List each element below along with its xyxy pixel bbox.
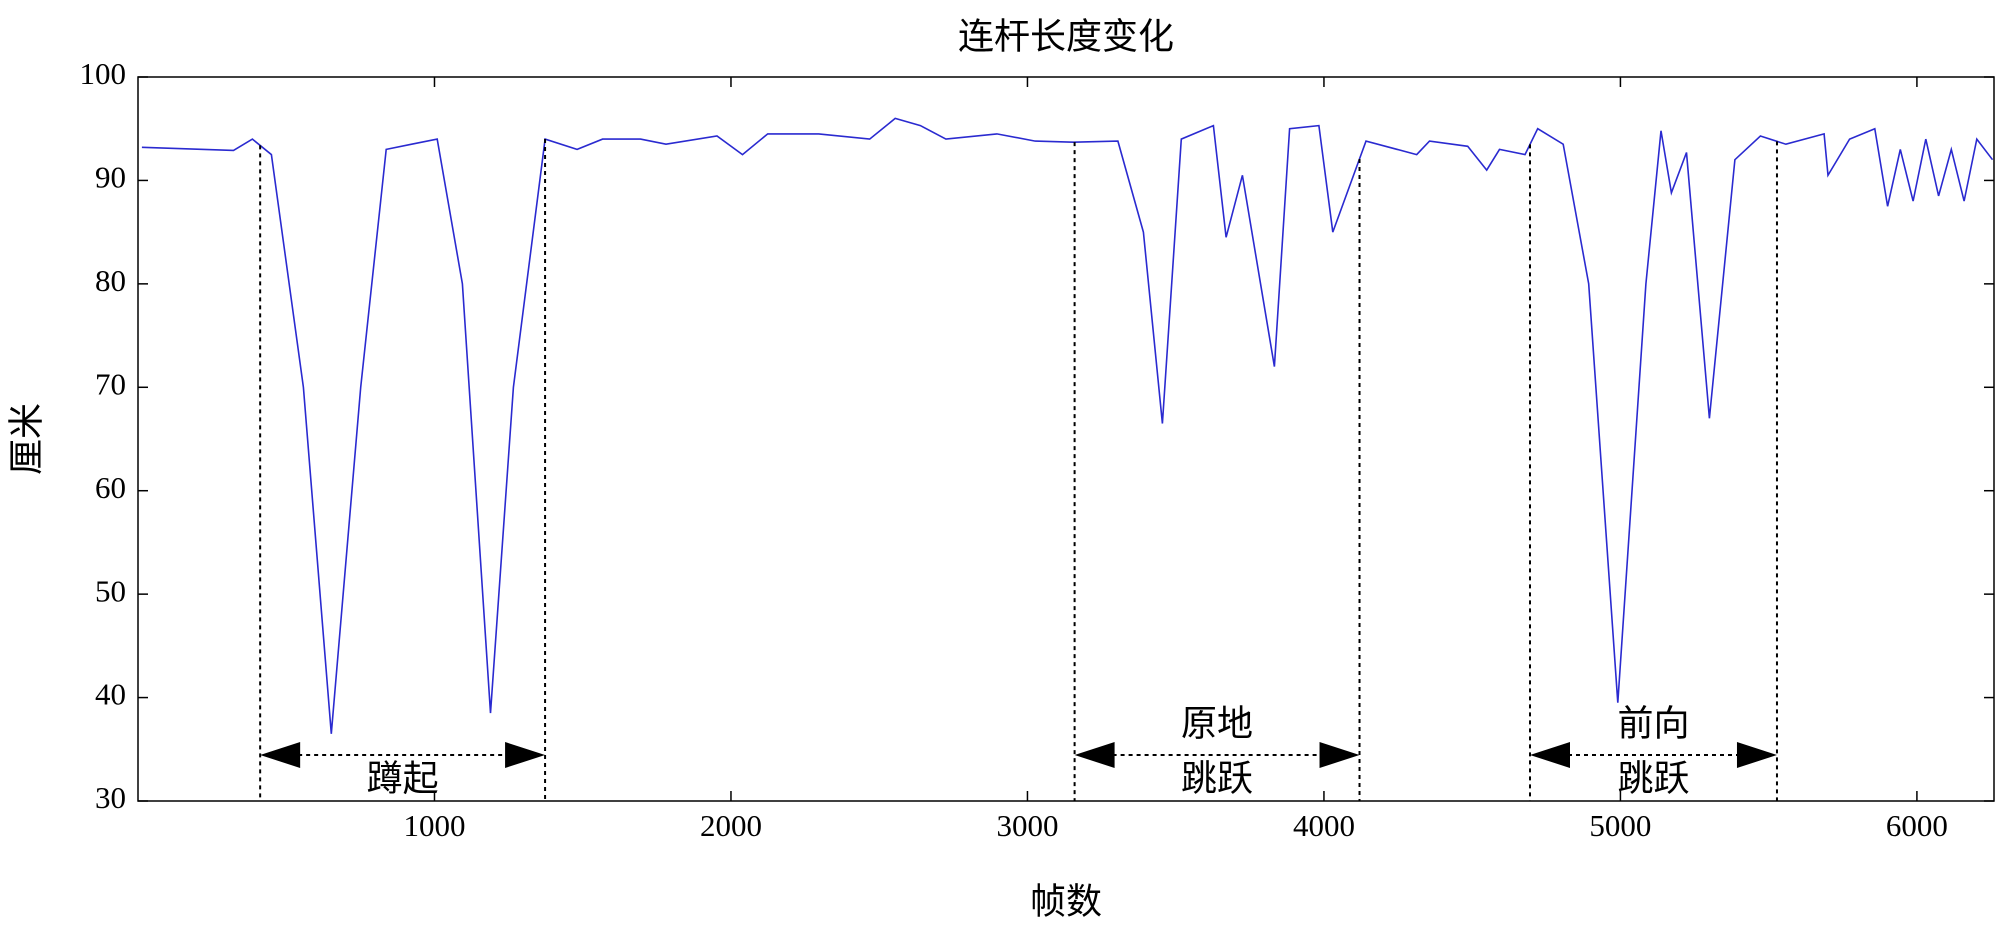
annotation-label: 跳跃	[1181, 758, 1253, 798]
x-axis-label: 帧数	[1030, 881, 1102, 921]
y-tick-label: 40	[95, 677, 126, 712]
chart-title: 连杆长度变化	[958, 16, 1174, 56]
x-tick-label: 6000	[1886, 808, 1948, 843]
arrow-head	[260, 742, 301, 768]
y-tick-label: 50	[95, 573, 126, 608]
y-tick-label: 70	[95, 366, 126, 401]
x-tick-label: 1000	[403, 808, 465, 843]
y-tick-label: 30	[95, 780, 126, 815]
annotation-label: 蹲起	[367, 758, 439, 798]
arrow-head	[1530, 742, 1570, 768]
arrow-head	[1736, 742, 1777, 768]
y-tick-label: 100	[80, 56, 127, 91]
y-axis-label: 厘米	[6, 403, 46, 475]
y-tick-label: 90	[95, 160, 126, 195]
arrow-head	[1074, 742, 1115, 768]
x-tick-label: 3000	[996, 808, 1058, 843]
annotation-label: 原地	[1181, 703, 1253, 743]
x-tick-label: 4000	[1293, 808, 1355, 843]
arrow-head	[1319, 742, 1360, 768]
annotation-label: 跳跃	[1617, 758, 1689, 798]
y-tick-label: 60	[95, 470, 126, 505]
data-line	[141, 117, 1994, 734]
annotation-label: 前向	[1617, 703, 1689, 743]
y-tick-label: 80	[95, 263, 126, 298]
x-tick-label: 2000	[700, 808, 762, 843]
plot-frame	[137, 76, 1995, 802]
x-tick-label: 5000	[1589, 808, 1651, 843]
arrow-head	[505, 742, 546, 768]
